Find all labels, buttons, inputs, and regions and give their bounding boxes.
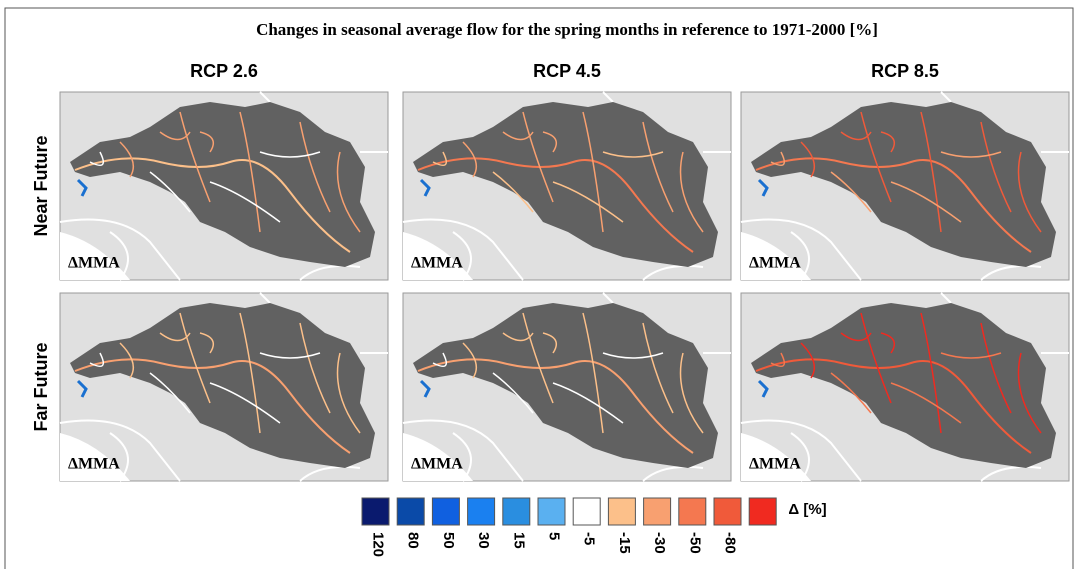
map [58, 90, 390, 282]
map-panel: ΔMMA [401, 90, 733, 282]
panel-label: ΔMMA [68, 456, 120, 473]
panel-label: ΔMMA [411, 255, 463, 272]
legend-swatch [713, 497, 742, 526]
panel-label: ΔMMA [749, 456, 801, 473]
map [401, 291, 733, 483]
legend-swatch [467, 497, 496, 526]
legend-swatch [643, 497, 672, 526]
panel-label: ΔMMA [411, 456, 463, 473]
panel-label: ΔMMA [68, 255, 120, 272]
map [739, 291, 1071, 483]
column-header: RCP 2.6 [190, 61, 258, 81]
panel-label: ΔMMA [749, 255, 801, 272]
legend-label: -15 [616, 532, 633, 554]
legend-label: 80 [405, 532, 422, 549]
frame [4, 7, 1074, 569]
legend-swatch [537, 497, 566, 526]
legend-swatch [431, 497, 460, 526]
legend-swatch [607, 497, 636, 526]
legend-title: Δ [%] [788, 501, 826, 518]
legend-label: -30 [651, 532, 668, 554]
legend-label: -50 [686, 532, 703, 554]
title: Changes in seasonal average flow for the… [256, 20, 878, 39]
legend-swatch [572, 497, 601, 526]
legend-swatch [748, 497, 777, 526]
legend-label: 120 [370, 532, 387, 557]
legend-label: 15 [510, 532, 527, 549]
legend-swatch [678, 497, 707, 526]
column-header: RCP 8.5 [871, 61, 939, 81]
legend-swatch [361, 497, 390, 526]
row-header: Near Future [31, 135, 51, 236]
legend-label: 30 [475, 532, 492, 549]
map-panel: ΔMMA [58, 90, 390, 282]
legend-label: -5 [581, 532, 598, 545]
legend-label: 5 [546, 532, 563, 540]
map-panel: ΔMMA [401, 291, 733, 483]
map-panel: ΔMMA [739, 90, 1071, 282]
legend-swatch [502, 497, 531, 526]
legend-label: 50 [440, 532, 457, 549]
map [401, 90, 733, 282]
legend-swatch [396, 497, 425, 526]
column-header: RCP 4.5 [533, 61, 601, 81]
map-panel: ΔMMA [739, 291, 1071, 483]
legend-label: -80 [722, 532, 739, 554]
map [739, 90, 1071, 282]
map [58, 291, 390, 483]
row-header: Far Future [31, 342, 51, 431]
map-panel: ΔMMA [58, 291, 390, 483]
